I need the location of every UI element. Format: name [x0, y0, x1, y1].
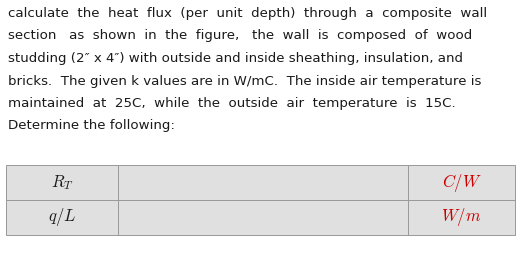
- Bar: [6, 200, 118, 235]
- Text: calculate  the  heat  flux  (per  unit  depth)  through  a  composite  wall: calculate the heat flux (per unit depth)…: [8, 7, 487, 20]
- Bar: [118, 200, 408, 235]
- Text: $C/W$: $C/W$: [442, 172, 481, 193]
- Text: maintained  at  25C,  while  the  outside  air  temperature  is  15C.: maintained at 25C, while the outside air…: [8, 97, 456, 110]
- Text: section   as  shown  in  the  figure,   the  wall  is  composed  of  wood: section as shown in the figure, the wall…: [8, 29, 472, 42]
- Text: Determine the following:: Determine the following:: [8, 120, 175, 133]
- Text: $q/L$: $q/L$: [48, 206, 76, 229]
- Bar: [6, 165, 118, 200]
- Bar: [408, 165, 515, 200]
- Text: studding (2″ x 4″) with outside and inside sheathing, insulation, and: studding (2″ x 4″) with outside and insi…: [8, 52, 463, 65]
- Bar: [118, 165, 408, 200]
- Text: bricks.  The given k values are in W/mC.  The inside air temperature is: bricks. The given k values are in W/mC. …: [8, 75, 481, 88]
- Bar: [408, 200, 515, 235]
- Text: $R_T$: $R_T$: [51, 173, 73, 192]
- Text: $W/m$: $W/m$: [441, 206, 481, 229]
